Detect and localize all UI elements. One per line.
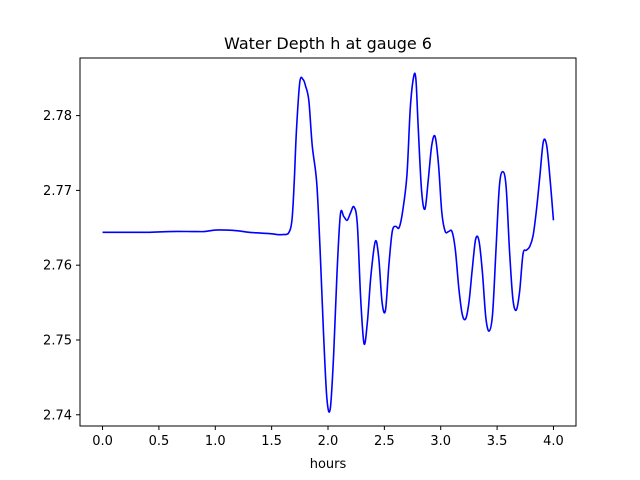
x-tick-label: 0.0	[92, 434, 113, 449]
y-axis: 2.74 2.75 2.76 2.77 2.78	[43, 109, 80, 423]
chart-title: Water Depth h at gauge 6	[224, 34, 432, 53]
y-tick-label: 2.74	[43, 408, 72, 423]
x-tick-label: 2.5	[374, 434, 395, 449]
x-tick-label: 2.0	[318, 434, 339, 449]
y-tick-label: 2.77	[43, 184, 72, 199]
x-axis-label: hours	[310, 457, 347, 472]
x-tick-label: 1.5	[261, 434, 282, 449]
series-layer	[102, 72, 555, 413]
x-tick-label: 4.0	[543, 434, 564, 449]
x-tick-label: 0.5	[149, 434, 170, 449]
x-tick-label: 3.0	[430, 434, 451, 449]
series-line	[102, 72, 555, 413]
x-tick-label: 3.5	[487, 434, 508, 449]
y-tick-label: 2.78	[43, 109, 72, 124]
x-axis: 0.0 0.5 1.0 1.5 2.0 2.5 3.0 3.5 4.0	[92, 426, 564, 449]
x-tick-label: 1.0	[205, 434, 226, 449]
plot-area	[79, 57, 577, 427]
y-tick-label: 2.76	[43, 259, 72, 274]
y-tick-label: 2.75	[43, 333, 72, 348]
